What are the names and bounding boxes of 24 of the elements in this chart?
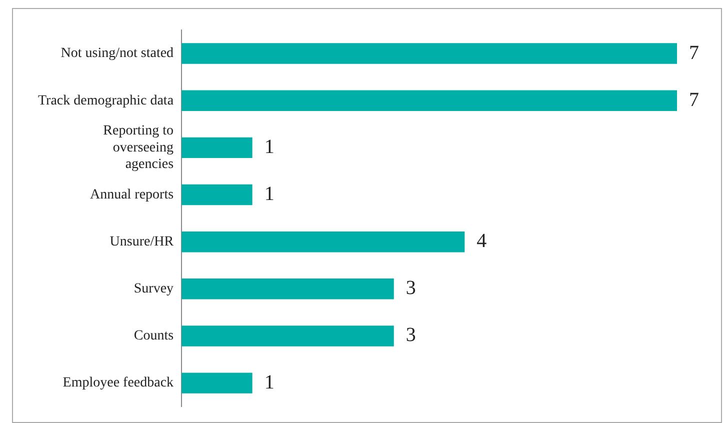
data-label: 7 bbox=[689, 42, 699, 64]
y-tick-label: Reporting to overseeing agencies bbox=[103, 124, 174, 172]
y-tick-label: Unsure/HR bbox=[110, 234, 174, 250]
y-tick-label: Employee feedback bbox=[62, 376, 174, 391]
y-tick-label: Not using/not stated bbox=[60, 46, 174, 62]
data-label: 3 bbox=[406, 277, 416, 300]
bar bbox=[182, 184, 252, 206]
data-label: 7 bbox=[689, 88, 699, 111]
y-tick-label: Survey bbox=[134, 282, 174, 297]
data-label: 1 bbox=[264, 136, 274, 158]
y-tick-label: Counts bbox=[134, 328, 174, 344]
bar bbox=[182, 278, 394, 300]
bar bbox=[182, 372, 252, 394]
data-label: 3 bbox=[406, 324, 416, 346]
bar bbox=[182, 43, 677, 64]
data-label: 1 bbox=[264, 183, 274, 206]
data-label: 4 bbox=[476, 230, 487, 252]
bar bbox=[182, 90, 677, 111]
y-tick-label: Annual reports bbox=[90, 187, 174, 202]
bar bbox=[182, 137, 252, 158]
bar bbox=[182, 326, 394, 346]
data-label: 1 bbox=[264, 371, 274, 394]
bar bbox=[182, 231, 465, 252]
y-tick-label: Track demographic data bbox=[38, 93, 174, 108]
